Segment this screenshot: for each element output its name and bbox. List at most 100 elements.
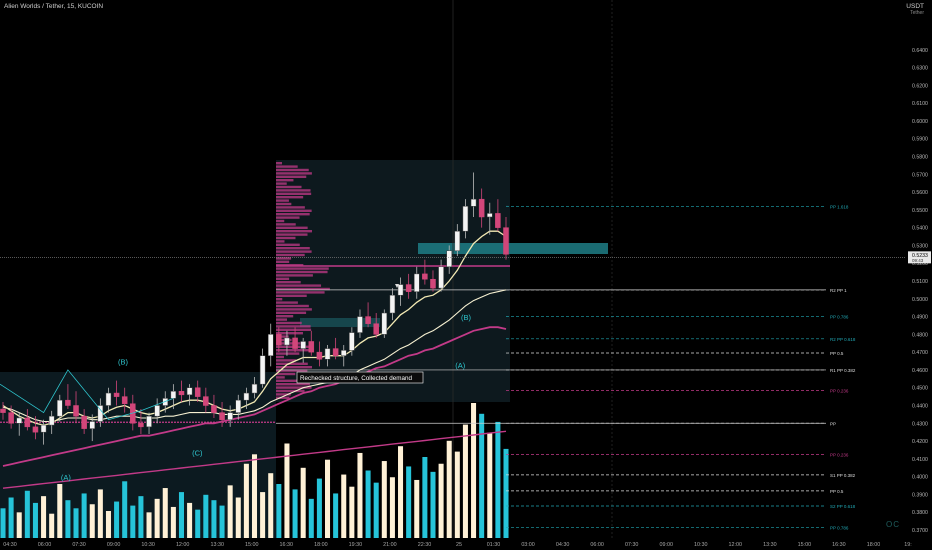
volume-bar xyxy=(178,492,184,538)
candle[interactable] xyxy=(121,396,128,404)
candle[interactable] xyxy=(219,412,225,420)
volume-profile-bar xyxy=(276,179,294,182)
volume-profile-bar xyxy=(276,291,325,294)
candle[interactable] xyxy=(276,334,282,346)
x-tick-label: 01:30 xyxy=(487,542,501,548)
candle[interactable] xyxy=(48,415,55,426)
volume-profile-bar xyxy=(276,383,310,386)
candle[interactable] xyxy=(487,213,493,218)
candle[interactable] xyxy=(349,332,355,351)
candle[interactable] xyxy=(73,405,79,417)
candle[interactable] xyxy=(381,312,388,335)
volume-bar xyxy=(146,512,152,538)
volume-profile-bar xyxy=(276,366,312,369)
volume-profile-bar xyxy=(276,233,308,236)
candle[interactable] xyxy=(292,337,298,349)
volume-bar xyxy=(430,471,436,538)
y-tick-label: 0.5100 xyxy=(912,279,928,285)
candle[interactable] xyxy=(16,417,22,424)
candle[interactable] xyxy=(194,387,201,397)
candle[interactable] xyxy=(446,250,452,268)
volume-bar xyxy=(414,479,420,538)
candle[interactable] xyxy=(430,278,436,289)
candle[interactable] xyxy=(170,391,177,399)
candle[interactable] xyxy=(186,387,193,396)
candle[interactable] xyxy=(373,323,379,335)
volume-bar xyxy=(130,505,136,538)
candle[interactable] xyxy=(503,227,509,255)
candle[interactable] xyxy=(267,334,274,356)
candle[interactable] xyxy=(24,417,31,428)
candle[interactable] xyxy=(243,392,250,401)
callout-box xyxy=(296,371,424,384)
candle[interactable] xyxy=(154,405,160,417)
candle[interactable] xyxy=(235,399,242,413)
volume-profile-bar xyxy=(276,304,309,308)
candle[interactable] xyxy=(105,392,112,406)
candle[interactable] xyxy=(97,405,104,422)
candle[interactable] xyxy=(438,266,444,289)
candle[interactable] xyxy=(162,398,169,406)
candle[interactable] xyxy=(178,391,185,396)
candle[interactable] xyxy=(81,415,87,429)
volume-bar xyxy=(195,509,201,538)
candle[interactable] xyxy=(324,348,331,360)
volume-profile-bar xyxy=(276,192,312,195)
candle[interactable] xyxy=(308,341,315,353)
wave-label: (A) xyxy=(61,473,72,482)
volume-profile-bar xyxy=(276,189,311,192)
candle[interactable] xyxy=(332,348,339,356)
candle[interactable] xyxy=(300,341,306,349)
candle[interactable] xyxy=(89,421,96,429)
candle[interactable] xyxy=(397,284,404,296)
volume-bar xyxy=(154,498,160,538)
candle[interactable] xyxy=(113,392,120,397)
volume-bar xyxy=(89,504,95,538)
volume-profile-bar xyxy=(276,335,289,338)
volume-bar xyxy=(406,466,412,538)
y-tick-label: 0.4500 xyxy=(912,386,928,392)
candle[interactable] xyxy=(454,230,461,252)
volume-profile-bar xyxy=(276,386,312,389)
candle[interactable] xyxy=(462,206,469,232)
volume-bar xyxy=(211,500,217,538)
volume-profile-bar xyxy=(276,196,304,199)
candle[interactable] xyxy=(413,273,420,292)
candle[interactable] xyxy=(65,399,71,406)
candle[interactable] xyxy=(203,396,209,406)
current-price-tag xyxy=(908,251,931,264)
candle[interactable] xyxy=(405,284,412,292)
y-tick-label: 0.6300 xyxy=(912,66,928,72)
candle[interactable] xyxy=(8,412,14,424)
volume-bar xyxy=(422,457,428,538)
candle[interactable] xyxy=(316,351,323,360)
currency-label: USDT Tether xyxy=(906,3,924,17)
candle[interactable] xyxy=(0,408,6,413)
candle[interactable] xyxy=(495,213,501,228)
candle[interactable] xyxy=(389,294,396,314)
candle[interactable] xyxy=(422,273,428,280)
x-tick-label: 09:00 xyxy=(107,542,121,548)
candle[interactable] xyxy=(365,316,371,324)
candle[interactable] xyxy=(40,424,47,433)
candle[interactable] xyxy=(340,350,347,356)
candle[interactable] xyxy=(138,423,144,428)
y-tick-label: 0.4900 xyxy=(912,315,928,321)
candle[interactable] xyxy=(478,198,485,218)
candle[interactable] xyxy=(357,316,363,333)
current-price-label: 0.5233 xyxy=(912,253,928,259)
candle[interactable] xyxy=(251,383,258,394)
volume-profile-bar xyxy=(276,287,330,291)
candle[interactable] xyxy=(470,198,477,207)
candle[interactable] xyxy=(259,355,266,385)
candle[interactable] xyxy=(57,399,63,417)
candle[interactable] xyxy=(211,405,217,413)
candle[interactable] xyxy=(32,426,39,433)
volume-profile-bar xyxy=(276,352,300,355)
candle[interactable] xyxy=(146,415,152,428)
candle[interactable] xyxy=(227,412,233,420)
candle[interactable] xyxy=(284,337,290,346)
ema-long-line xyxy=(2,430,507,489)
